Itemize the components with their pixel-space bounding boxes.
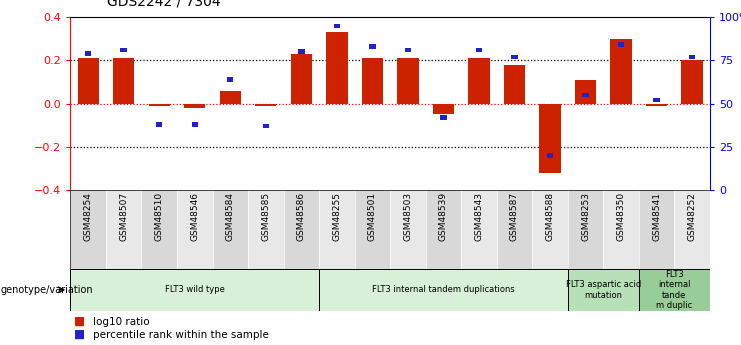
Bar (582, 92, 589, 97)
Bar (333, 23, 340, 28)
Bar (319, 269, 568, 310)
Bar (142, 190, 177, 269)
Bar (618, 42, 624, 47)
Bar (219, 90, 241, 104)
Bar (121, 48, 127, 52)
Text: percentile rank within the sample: percentile rank within the sample (93, 330, 268, 339)
Text: FLT3 wild type: FLT3 wild type (165, 285, 225, 294)
Bar (639, 190, 674, 269)
Text: GSM48254: GSM48254 (84, 192, 93, 241)
Text: GDS2242 / 7304: GDS2242 / 7304 (107, 0, 221, 9)
Text: GSM48507: GSM48507 (119, 192, 128, 241)
Bar (468, 58, 490, 104)
Text: GSM48255: GSM48255 (333, 192, 342, 241)
Text: GSM48539: GSM48539 (439, 192, 448, 241)
Text: GSM48503: GSM48503 (403, 192, 413, 241)
Bar (440, 115, 447, 120)
Bar (369, 44, 376, 49)
Bar (177, 190, 213, 269)
Text: genotype/variation: genotype/variation (1, 285, 93, 295)
Bar (689, 55, 695, 59)
Bar (568, 269, 639, 310)
Text: FLT3
internal
tande
m duplic: FLT3 internal tande m duplic (657, 270, 693, 310)
Bar (106, 190, 142, 269)
Bar (390, 190, 425, 269)
Bar (319, 190, 355, 269)
Text: FLT3 internal tandem duplications: FLT3 internal tandem duplications (372, 285, 515, 294)
Bar (476, 48, 482, 52)
Bar (362, 58, 383, 104)
Bar (539, 104, 561, 172)
Bar (191, 122, 198, 127)
Text: GSM48253: GSM48253 (581, 192, 590, 241)
Bar (156, 122, 162, 127)
Bar (461, 190, 496, 269)
Bar (355, 190, 390, 269)
Text: GSM48252: GSM48252 (688, 192, 697, 241)
Bar (433, 104, 454, 114)
Bar (113, 58, 134, 104)
Bar (326, 32, 348, 104)
Bar (504, 65, 525, 104)
Bar (397, 58, 419, 104)
Bar (682, 60, 702, 104)
Bar (248, 190, 284, 269)
Text: GSM48584: GSM48584 (226, 192, 235, 241)
Bar (290, 54, 312, 104)
Bar (405, 48, 411, 52)
Bar (575, 80, 597, 104)
Text: ■: ■ (74, 328, 85, 341)
Text: GSM48350: GSM48350 (617, 192, 625, 241)
Bar (262, 124, 269, 128)
Bar (496, 190, 532, 269)
Bar (70, 269, 319, 310)
Bar (85, 51, 91, 56)
Bar (213, 190, 248, 269)
Bar (284, 190, 319, 269)
Text: GSM48585: GSM48585 (262, 192, 270, 241)
Bar (646, 104, 667, 106)
Bar (184, 104, 205, 108)
Text: log10 ratio: log10 ratio (93, 317, 149, 326)
Text: GSM48541: GSM48541 (652, 192, 661, 241)
Text: GSM48543: GSM48543 (474, 192, 483, 241)
Text: GSM48586: GSM48586 (297, 192, 306, 241)
Bar (568, 190, 603, 269)
Bar (547, 153, 554, 158)
Text: GSM48510: GSM48510 (155, 192, 164, 241)
Bar (298, 49, 305, 54)
Bar (603, 190, 639, 269)
Bar (674, 190, 710, 269)
Text: GSM48501: GSM48501 (368, 192, 377, 241)
Bar (611, 39, 632, 104)
Bar (654, 98, 659, 102)
Bar (70, 190, 106, 269)
Bar (425, 190, 461, 269)
Bar (148, 104, 170, 106)
Text: FLT3 aspartic acid
mutation: FLT3 aspartic acid mutation (565, 280, 641, 299)
Bar (532, 190, 568, 269)
Text: GSM48588: GSM48588 (545, 192, 554, 241)
Text: GSM48546: GSM48546 (190, 192, 199, 241)
Text: ■: ■ (74, 315, 85, 328)
Bar (78, 58, 99, 104)
Bar (255, 104, 276, 106)
Text: GSM48587: GSM48587 (510, 192, 519, 241)
Bar (639, 269, 710, 310)
Bar (227, 77, 233, 82)
Bar (511, 55, 518, 59)
